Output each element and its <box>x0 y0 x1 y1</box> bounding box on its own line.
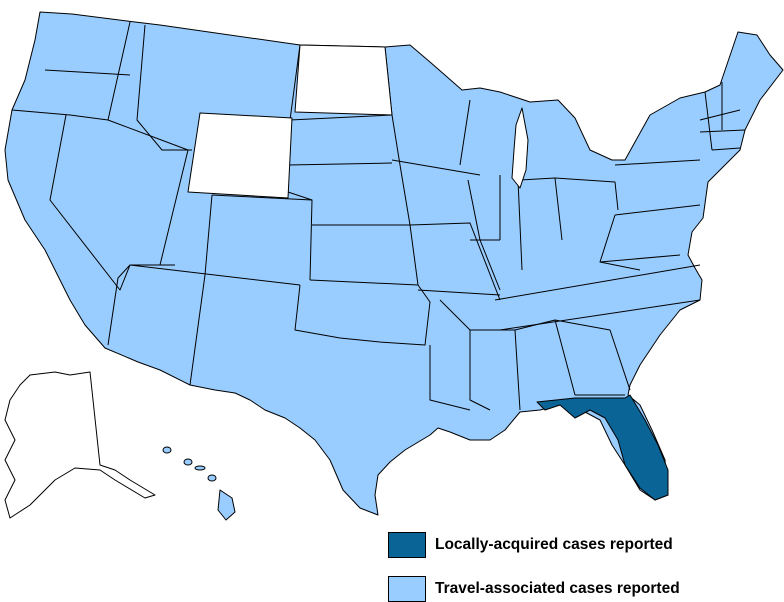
legend-item-travel-associated: Travel-associated cases reported <box>388 576 680 602</box>
lake-michigan <box>511 107 529 189</box>
legend-item-locally-acquired: Locally-acquired cases reported <box>388 532 673 558</box>
state-hawaii <box>162 446 236 521</box>
legend-label-travel-associated: Travel-associated cases reported <box>435 580 680 597</box>
us-land <box>4 11 784 516</box>
legend-2: Travel-associated cases reported <box>388 576 680 602</box>
legend-swatch-locally-acquired <box>388 532 426 558</box>
state-north-dakota <box>294 44 393 116</box>
state-alaska <box>4 371 156 519</box>
state-florida <box>536 394 669 501</box>
legend-label-locally-acquired: Locally-acquired cases reported <box>435 536 673 553</box>
legend: Locally-acquired cases reported <box>388 532 673 558</box>
state-wyoming <box>187 112 293 199</box>
legend-swatch-travel-associated <box>388 576 426 602</box>
state-borders <box>11 21 746 411</box>
